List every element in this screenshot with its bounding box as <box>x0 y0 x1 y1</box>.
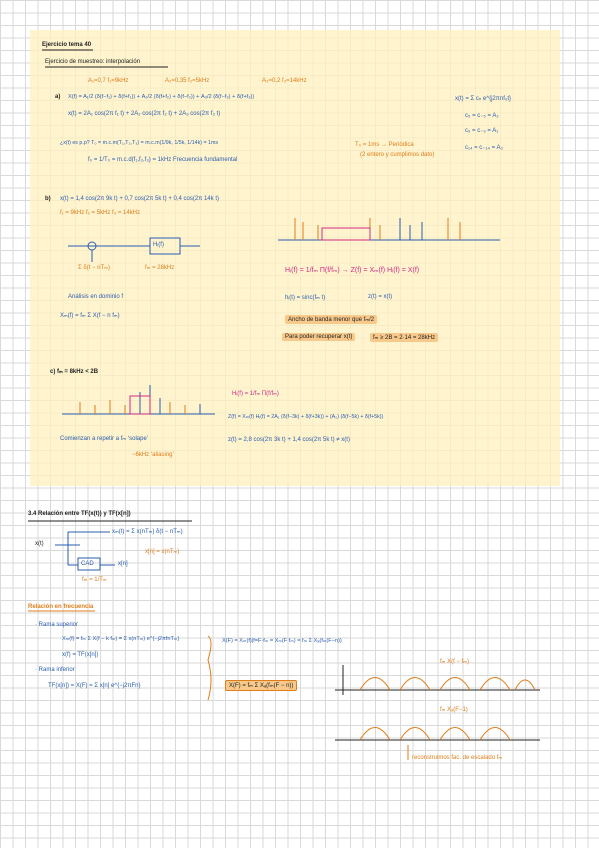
title: Ejercicio tema 40 <box>42 42 92 48</box>
fourier: x(t) = Σ cₙ e^{j2πnf₀t} <box>455 96 512 102</box>
plot-label: fₘ Xₐ(F−1) <box>440 707 468 713</box>
equation: TF(x[n]) = X(F) = Σ x[n] e^{−j2πFn} <box>48 683 141 689</box>
equation: x(t) = 2A₁ cos(2π f₁ t) + 2A₂ cos(2π f₂ … <box>68 111 221 117</box>
sketch-stroke <box>359 727 391 741</box>
filter: Hᵢ(f) = 1/fₘ Π(f/fₘ) <box>232 391 279 397</box>
freq-title: Relación en frecuencia <box>28 604 94 610</box>
fourier: c₉ = c₋₉ = A₁ <box>465 128 499 134</box>
note: (2 entero y cumplimos dato) <box>360 152 435 158</box>
equation: f₀ = 1/T₀ = m.c.d(f₁,f₂,f₃) = 1kHz Frecu… <box>88 157 238 163</box>
freqs: f₁ = 9kHz f₂ = 5kHz f₃ = 14kHz <box>60 210 140 216</box>
block-fm: fₘ = 28kHz <box>145 265 175 271</box>
filter: Hᵢ(f) = 1/fₘ Π(f/fₘ) → Z(f) = Xₘ(f) Hᵢ(f… <box>285 267 420 274</box>
sketch-stroke <box>439 677 471 691</box>
sketch-stroke <box>514 679 536 691</box>
equation: x(t) = 1,4 cos(2π 9k t) + 0,7 cos(2π 5k … <box>60 196 219 202</box>
equation: z(t) = 2,8 cos(2π 3k t) + 1,4 cos(2π 5k … <box>228 437 350 443</box>
block: Hᵢ(f) <box>153 242 164 248</box>
sketch-stroke <box>399 727 431 741</box>
equation: Xₘ(f) = fₘ Σ X(f − k fₘ) = Σ x(nTₘ) e^{−… <box>62 636 180 642</box>
alias: −6kHz ‘aliasing’ <box>132 452 174 458</box>
signal: x(t) <box>35 541 44 547</box>
fourier: c₅ = c₋₅ = A₂ <box>465 113 499 119</box>
section-title: 3.4 Relación entre TF(x(t)) y TF(x[n]) <box>28 511 131 517</box>
equation: Z(f) = Xₘ(f) Hᵢ(f) = 2A₁ (δ(f−3k) + δ(f+… <box>228 414 384 420</box>
equation: xₘ(t) = Σ x(nTₘ) δ(t − nTₘ) <box>112 529 183 535</box>
label: b) <box>45 196 51 202</box>
equation: x(f) = TF(x[n]) <box>62 652 99 658</box>
result: T₀ = 1ms → Periódica <box>355 142 414 148</box>
equation: x[n] = x(nTₘ) <box>145 549 180 555</box>
lower: · Rama inferior <box>35 667 75 673</box>
sketch-stroke <box>399 677 431 691</box>
sketch-stroke <box>77 557 101 571</box>
result-box: X(F) = fₘ Σ Xₐ(fₘ(F − n)) <box>225 680 298 691</box>
block: CAD <box>81 561 94 567</box>
upper: · Rama superior <box>35 622 79 628</box>
param: A₁=0,7 f₁=9kHz <box>88 78 129 84</box>
sketch-stroke <box>439 727 471 741</box>
subtitle: Ejercicio de muestreo: interpolación <box>45 59 141 65</box>
sketch-stroke <box>359 677 391 691</box>
sketch-stroke <box>399 218 423 240</box>
relation: X(F) = Xₘ(f)|f=F·fₘ = Xₘ(F fₘ) = fₘ Σ Xₐ… <box>222 638 342 644</box>
sketch-stroke <box>359 677 536 741</box>
sketch-stroke <box>321 227 371 241</box>
block-input: Σ δ(t − nTₘ) <box>78 265 110 271</box>
equation: X(f) = A₁/2 (δ(f−f₁) + δ(f+f₁)) + A₂/2 (… <box>68 94 255 100</box>
sketch-stroke <box>129 395 151 415</box>
note: reconstruimos fac. de escalado fₘ <box>412 755 503 761</box>
equation: z(t) = x(t) <box>368 294 393 300</box>
sketch-stroke <box>79 400 186 414</box>
sketch-stroke <box>294 218 461 240</box>
label: c) fₘ = 8kHz < 2B <box>50 369 99 375</box>
plot-label: fₘ X(f − fₘ) <box>440 659 469 665</box>
param: A₂=0,35 f₂=5kHz <box>165 78 210 84</box>
equation: ¿x(t) es p.p? T₀ = m.c.m(T₁,T₂,T₃) = m.c… <box>60 140 219 146</box>
bandwidth-note: Ancho de banda menor que fₘ/2 <box>285 315 378 324</box>
output: x[n] <box>118 561 128 567</box>
sketch-stroke <box>207 635 212 701</box>
nyquist: fₘ ≥ 2B = 2·14 = 28kHz <box>370 333 439 342</box>
equation: Xₘ(f) = fₘ Σ X(f − n fₘ) <box>60 313 120 319</box>
highlight <box>30 30 560 486</box>
fm: fₘ = 1/Tₘ <box>82 577 107 583</box>
equation: hᵢ(t) = sinc(fₘ t) <box>285 295 326 301</box>
analysis: Análisis en dominio f <box>68 294 124 300</box>
param: A₃=0,2 f₃=14kHz <box>262 78 307 84</box>
fourier: c₁₄ = c₋₁₄ = A₃ <box>465 145 503 151</box>
recover-note: Para poder recuperar x(t) <box>282 333 356 341</box>
sketch-stroke <box>479 677 511 691</box>
label: a) <box>55 94 61 100</box>
note: Comienzan a repetir a fₘ ‘solape’ <box>60 436 149 442</box>
sketch-stroke <box>479 727 511 741</box>
